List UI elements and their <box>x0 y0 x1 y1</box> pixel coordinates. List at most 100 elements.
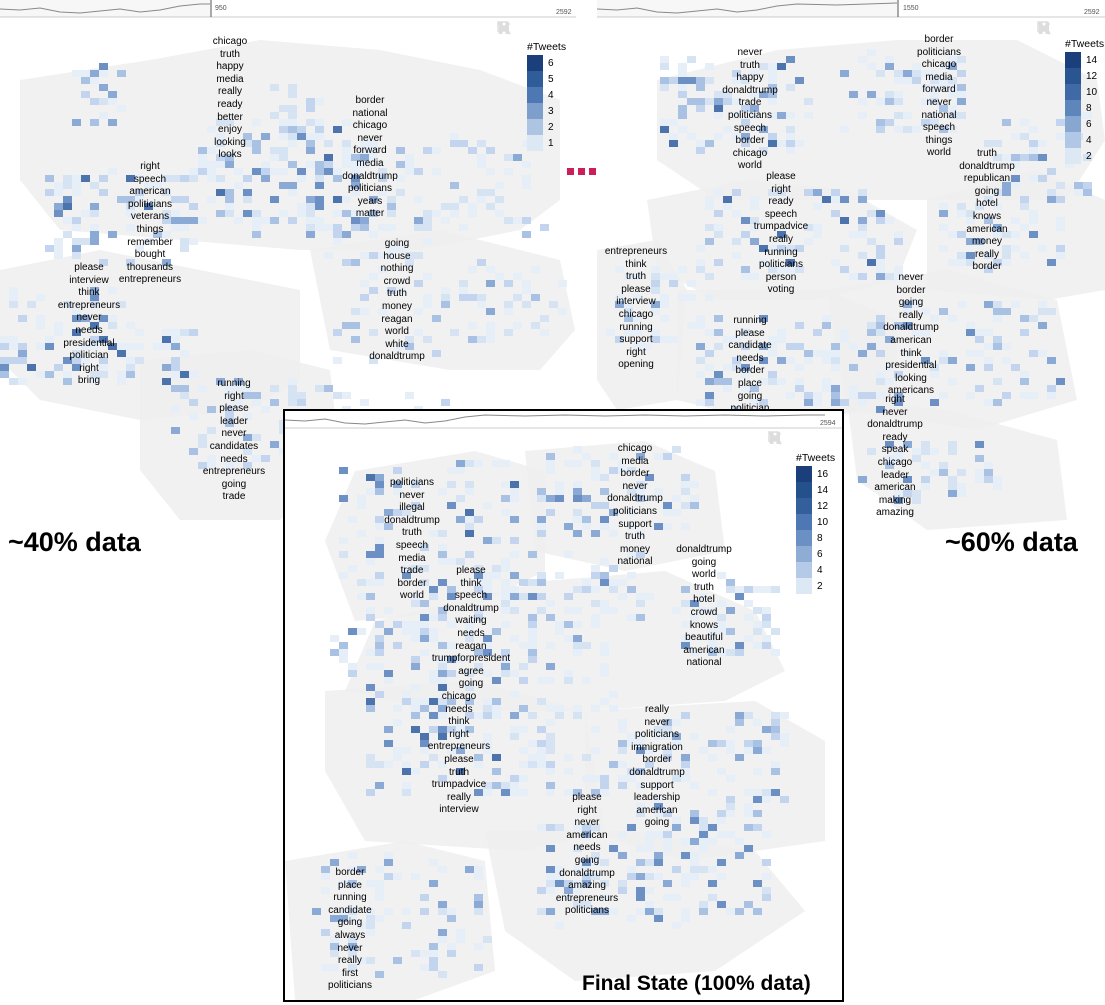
heat-cell[interactable] <box>690 481 699 488</box>
heat-cell[interactable] <box>438 761 447 768</box>
heat-cell[interactable] <box>876 252 885 259</box>
heat-cell[interactable] <box>330 950 339 957</box>
heat-cell[interactable] <box>396 245 405 252</box>
heat-cell[interactable] <box>903 77 912 84</box>
heat-cell[interactable] <box>360 224 369 231</box>
heat-cell[interactable] <box>528 551 537 558</box>
heat-cell[interactable] <box>528 593 537 600</box>
heat-cell[interactable] <box>840 399 849 406</box>
heat-cell[interactable] <box>438 670 447 677</box>
heat-cell[interactable] <box>831 357 840 364</box>
heat-cell[interactable] <box>459 140 468 147</box>
heat-cell[interactable] <box>1038 322 1047 329</box>
heat-cell[interactable] <box>600 789 609 796</box>
heat-cell[interactable] <box>546 789 555 796</box>
heat-cell[interactable] <box>459 280 468 287</box>
heat-cell[interactable] <box>537 516 546 523</box>
heat-cell[interactable] <box>717 740 726 747</box>
heat-cell[interactable] <box>63 378 72 385</box>
heat-cell[interactable] <box>270 147 279 154</box>
heat-cell[interactable] <box>894 448 903 455</box>
heat-cell[interactable] <box>420 649 429 656</box>
heat-cell[interactable] <box>762 635 771 642</box>
heat-cell[interactable] <box>333 392 342 399</box>
heat-cell[interactable] <box>1065 161 1074 168</box>
heat-cell[interactable] <box>744 810 753 817</box>
heat-cell[interactable] <box>795 77 804 84</box>
heat-cell[interactable] <box>504 308 513 315</box>
heat-cell[interactable] <box>744 803 753 810</box>
heat-cell[interactable] <box>474 943 483 950</box>
heat-cell[interactable] <box>741 119 750 126</box>
heat-cell[interactable] <box>438 775 447 782</box>
heat-cell[interactable] <box>450 133 459 140</box>
heat-cell[interactable] <box>555 705 564 712</box>
heat-cell[interactable] <box>786 112 795 119</box>
heat-cell[interactable] <box>510 537 519 544</box>
heat-cell[interactable] <box>333 224 342 231</box>
heat-cell[interactable] <box>651 308 660 315</box>
heat-cell[interactable] <box>72 189 81 196</box>
heat-cell[interactable] <box>600 663 609 670</box>
heat-cell[interactable] <box>678 91 687 98</box>
heat-cell[interactable] <box>429 964 438 971</box>
heat-cell[interactable] <box>894 273 903 280</box>
heat-cell[interactable] <box>984 329 993 336</box>
heat-cell[interactable] <box>486 322 495 329</box>
heat-cell[interactable] <box>768 140 777 147</box>
heat-cell[interactable] <box>930 77 939 84</box>
heat-cell[interactable] <box>315 196 324 203</box>
heat-cell[interactable] <box>957 70 966 77</box>
heat-cell[interactable] <box>681 488 690 495</box>
heat-cell[interactable] <box>375 516 384 523</box>
heat-cell[interactable] <box>117 196 126 203</box>
heat-cell[interactable] <box>1056 252 1065 259</box>
heat-cell[interactable] <box>243 175 252 182</box>
heat-cell[interactable] <box>573 635 582 642</box>
heat-cell[interactable] <box>27 301 36 308</box>
heat-cell[interactable] <box>1002 154 1011 161</box>
heat-cell[interactable] <box>18 350 27 357</box>
heat-cell[interactable] <box>645 495 654 502</box>
heat-cell[interactable] <box>660 56 669 63</box>
heat-cell[interactable] <box>591 474 600 481</box>
heat-cell[interactable] <box>72 70 81 77</box>
heat-cell[interactable] <box>402 922 411 929</box>
heat-cell[interactable] <box>288 161 297 168</box>
heat-cell[interactable] <box>930 112 939 119</box>
heat-cell[interactable] <box>714 91 723 98</box>
heat-cell[interactable] <box>450 329 459 336</box>
heat-cell[interactable] <box>885 217 894 224</box>
heat-cell[interactable] <box>495 196 504 203</box>
heat-cell[interactable] <box>636 768 645 775</box>
heat-cell[interactable] <box>750 196 759 203</box>
heat-cell[interactable] <box>432 315 441 322</box>
heat-cell[interactable] <box>465 481 474 488</box>
heat-cell[interactable] <box>735 754 744 761</box>
heat-cell[interactable] <box>18 357 27 364</box>
heat-cell[interactable] <box>705 224 714 231</box>
heat-cell[interactable] <box>735 838 744 845</box>
heat-cell[interactable] <box>600 523 609 530</box>
heat-cell[interactable] <box>840 245 849 252</box>
heat-cell[interactable] <box>405 154 414 161</box>
heat-cell[interactable] <box>441 399 450 406</box>
heat-cell[interactable] <box>36 343 45 350</box>
heat-cell[interactable] <box>831 343 840 350</box>
heat-cell[interactable] <box>705 329 714 336</box>
heat-cell[interactable] <box>366 488 375 495</box>
heat-cell[interactable] <box>432 210 441 217</box>
heat-cell[interactable] <box>984 399 993 406</box>
heat-cell[interactable] <box>741 273 750 280</box>
heat-cell[interactable] <box>522 161 531 168</box>
heat-cell[interactable] <box>369 273 378 280</box>
heat-cell[interactable] <box>984 357 993 364</box>
heat-cell[interactable] <box>690 782 699 789</box>
heat-cell[interactable] <box>654 803 663 810</box>
heat-cell[interactable] <box>537 747 546 754</box>
heat-cell[interactable] <box>672 733 681 740</box>
heat-cell[interactable] <box>504 280 513 287</box>
heat-cell[interactable] <box>966 350 975 357</box>
heat-cell[interactable] <box>18 343 27 350</box>
heat-cell[interactable] <box>288 189 297 196</box>
